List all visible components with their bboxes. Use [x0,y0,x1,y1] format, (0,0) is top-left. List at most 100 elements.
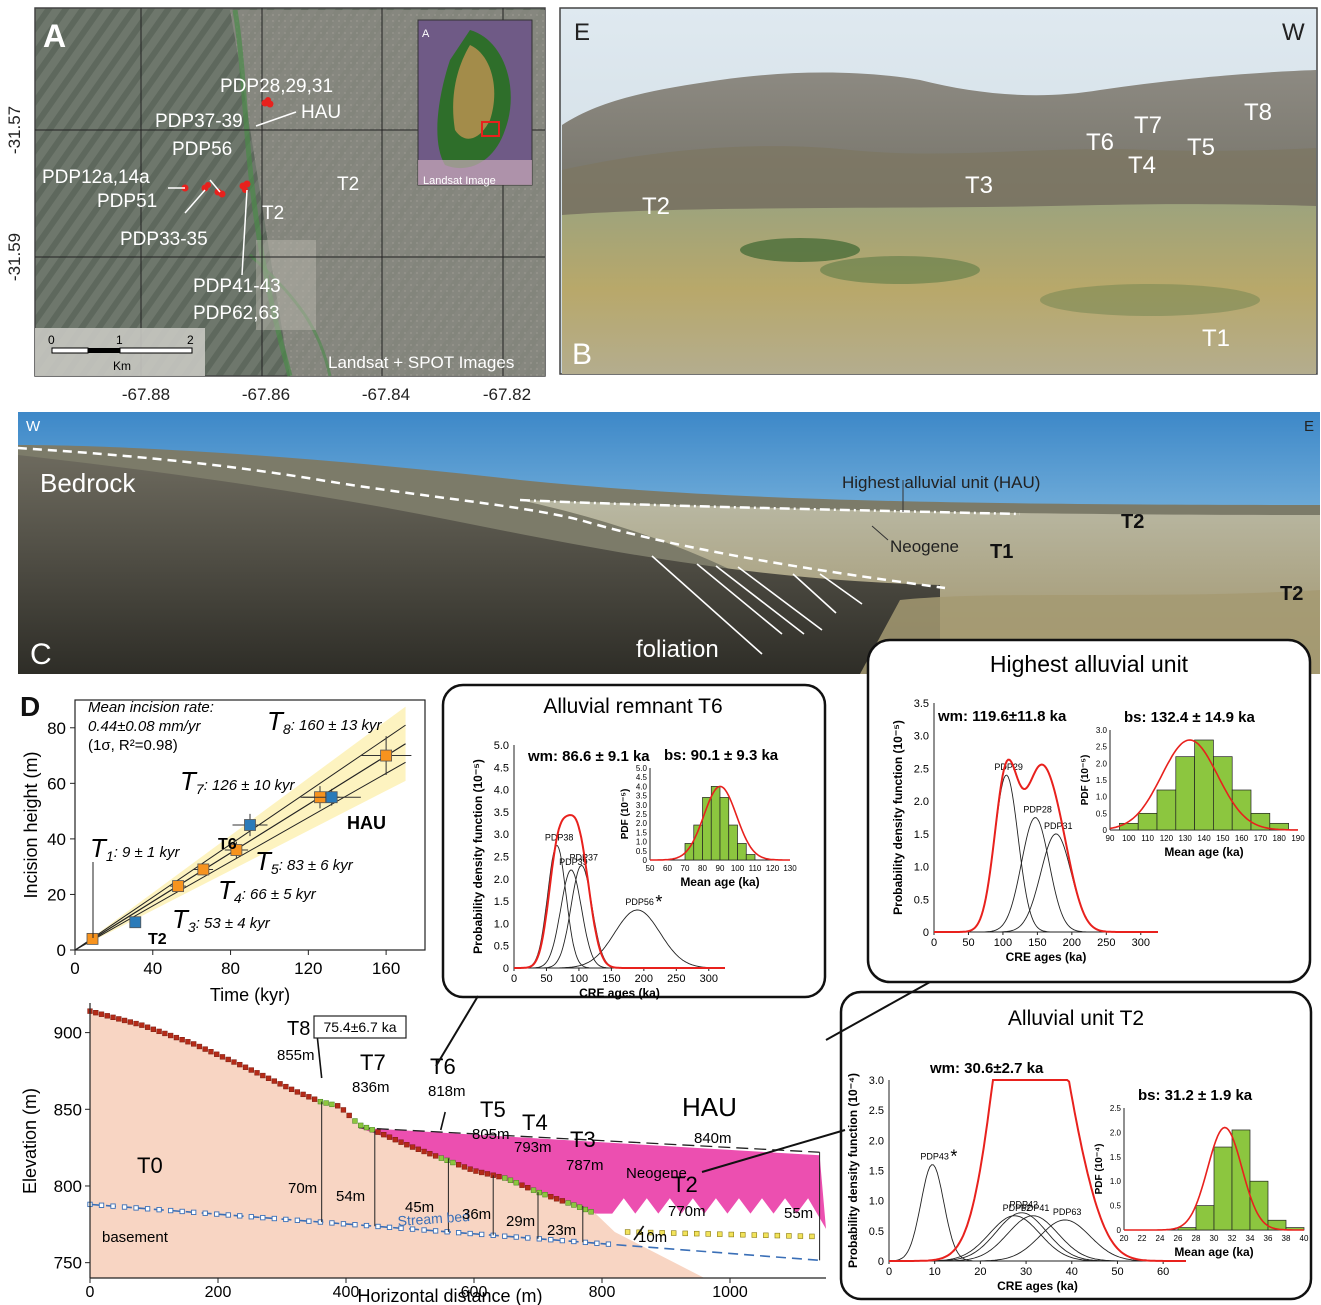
hist-x-tick: 24 [1156,1234,1165,1243]
x-tick-label: 0 [511,973,517,985]
profile-point [548,1194,554,1200]
hist-x-tick: 130 [783,864,797,873]
terrace-point [323,1100,329,1106]
y-tick-label: 850 [54,1100,82,1119]
stream-point [467,1230,473,1237]
incision-ylabel: Incision height (m) [21,751,41,898]
hist-xlabel: Mean age (ka) [680,875,759,889]
pdf-title: Alluvial unit T2 [1008,1007,1144,1030]
t2-label: T2 [1280,583,1303,605]
fit-line-upper [74,724,406,951]
data-point-HAU [325,791,338,804]
profile-point [461,1164,468,1170]
y-tick-label: 4.5 [494,762,509,774]
hist-x-tick: 60 [663,864,672,873]
pdf-curve-label: PDP43 [920,1151,949,1161]
annot-t8: T8: 160 ± 13 kyr [267,706,382,737]
annot-t1: T1: 9 ± 1 kyr [90,833,180,864]
stream-point [329,1220,335,1226]
profile-point [139,1022,145,1028]
t2-blue-label: T2 [148,931,167,948]
profile-point [404,1142,410,1148]
hist-bar [1137,812,1158,831]
stream-point [98,1202,105,1208]
pdf-ylabel: Probability density function (10⁻⁵) [891,720,905,915]
profile-point [300,1091,306,1098]
x-tick-label: 20 [974,1266,986,1278]
profile-point [133,1020,139,1027]
profile-point [156,1028,162,1035]
pdf-panel-t6: Alluvial remnant T6 0 50 100 150 200 250 30000… [441,683,827,1000]
hist-x-tick: 170 [1254,834,1268,843]
hist-x-tick: 50 [646,864,655,873]
profile-point [98,1011,105,1017]
incision-xlabel: Time (kyr) [210,985,290,1005]
x-tick-label: 160 [372,959,400,978]
stream-point [409,1226,416,1232]
pdf-curve-label: PDP63 [1053,1207,1082,1217]
lat-tick: -31.59 [5,233,24,281]
pdf-panel-hau: Highest alluvial unit 0 50 100 150 200 250 300… [866,638,1312,984]
x-tick-label: 50 [540,973,552,985]
hist-y-tick: 0.5 [1096,809,1108,818]
stream-point [571,1238,577,1245]
pdf-curve-PDP63 [889,1219,1186,1262]
profile-label-t8e: 855m [277,1047,315,1064]
hist-y-tick: 1.0 [1110,1177,1122,1186]
profile-point [427,1151,433,1157]
hist-bar [1156,789,1177,831]
y-tick-label: 1.5 [914,829,929,841]
profile-point [415,1146,421,1152]
profile-point [386,1134,393,1140]
y-tick-label: 1.5 [869,1166,884,1178]
t2-point [797,1233,804,1239]
profile-point [294,1089,301,1095]
x-tick-label: 250 [1097,937,1115,949]
terrace-label: T6 [1086,129,1114,156]
incision-value: 45m [405,1199,434,1216]
hist-x-tick: 90 [716,864,725,873]
stream-point [317,1219,324,1225]
hist-bar [1213,756,1233,831]
incision-value: 70m [288,1180,317,1197]
hist-x-tick: 26 [1174,1234,1183,1243]
hist-x-tick: 190 [1291,834,1305,843]
y-tick-label: 3.0 [914,731,929,743]
x-tick-label: 1000 [712,1284,748,1301]
neogene-fill [358,1127,826,1229]
hist-y-tick: 2.0 [1096,759,1108,768]
connector-line [435,995,479,1067]
panel-d: D 0 40 80 120 160 0 20 40 60 80 Mean incision rat… [20,691,826,1305]
incision-value: 29m [506,1213,535,1230]
profile-ticks: 0 200 400 600 800 1000 900 850 800 750 [54,1024,748,1301]
hau-surface-line [358,1127,820,1153]
t2-point [694,1230,700,1237]
pdf-sum-curve [934,758,1158,933]
y-tick-label: 3.0 [494,829,509,841]
scale-unit: Km [113,359,131,373]
hist-y-tick: 2.5 [1096,743,1108,752]
hist-bar [737,843,747,861]
hist-x-tick: 180 [1273,834,1287,843]
sample-markers [181,97,274,198]
incision-ticks: 0 40 80 120 160 0 20 40 60 80 [47,719,400,978]
foliation-label: foliation [636,636,719,663]
hist-x-tick: 130 [1179,834,1193,843]
t2-point [705,1231,711,1237]
terrace-label: T4 [1128,152,1156,179]
y-tick-label: 2.0 [869,1135,884,1147]
x-tick-label: 120 [294,959,322,978]
profile-point [121,1017,128,1024]
profile-labels: T8 855m T7 836m T6 818m T5 805m T4 793m T3 787m T2 77… [102,1018,813,1246]
age-box-text: 75.4±6.7 ka [323,1019,396,1035]
x-tick-label: 600 [461,1284,488,1301]
x-tick-label: 30 [1020,1266,1032,1278]
hist-ylabel: PDF (10⁻⁵) [620,789,631,840]
profile-label-neogene: Neogene [626,1165,687,1182]
bs-label: bs: 90.1 ± 9.3 ka [664,747,779,764]
stream-point [202,1210,208,1216]
profile-point [484,1171,491,1177]
profile-label-t7: T7 [360,1050,386,1075]
terrace-point [363,1124,370,1131]
t2-label: T2 [1121,511,1144,533]
